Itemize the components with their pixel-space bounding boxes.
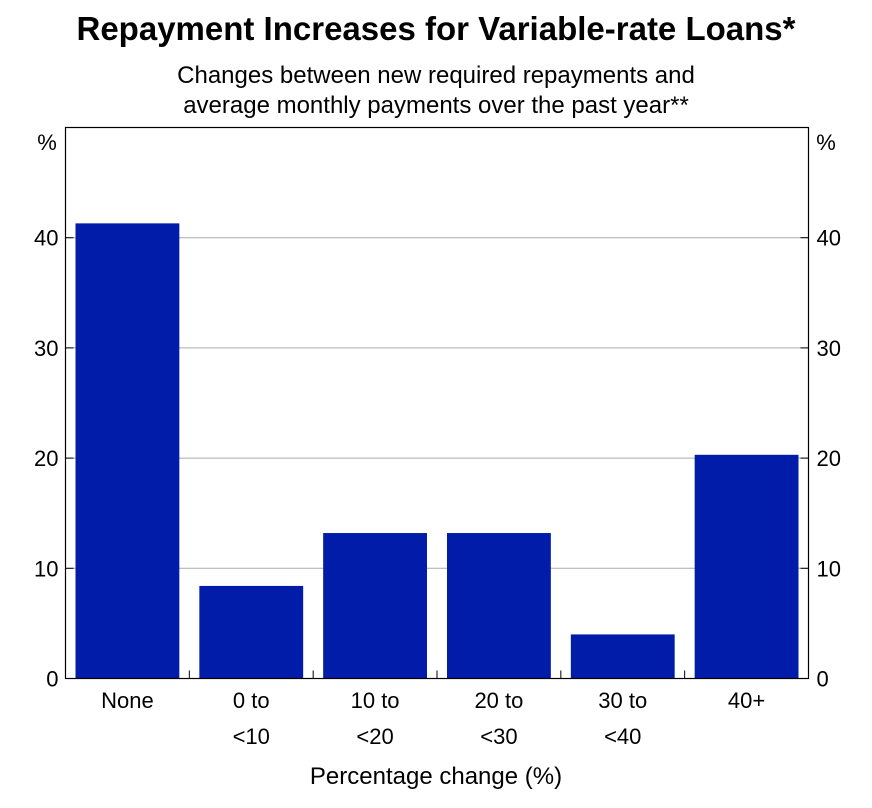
x-tick-label: <10 bbox=[233, 724, 270, 749]
y-tick-label-left: 0 bbox=[46, 667, 58, 692]
y-axis-unit-right: % bbox=[816, 130, 836, 155]
y-tick-label-left: 40 bbox=[34, 226, 58, 251]
chart-subtitle-line-1: Changes between new required repayments … bbox=[177, 62, 695, 89]
y-axis-unit-left: % bbox=[37, 130, 57, 155]
x-tick-label: 20 to bbox=[474, 688, 523, 713]
y-tick-label-right: 30 bbox=[817, 336, 841, 361]
chart-subtitle-line-2: average monthly payments over the past y… bbox=[183, 92, 689, 119]
y-tick-label-left: 10 bbox=[34, 556, 58, 581]
y-tick-label-right: 10 bbox=[817, 556, 841, 581]
x-tick-label: 30 to bbox=[598, 688, 647, 713]
bar-3 bbox=[447, 533, 551, 679]
x-axis-label: Percentage change (%) bbox=[310, 763, 562, 790]
y-tick-label-left: 30 bbox=[34, 336, 58, 361]
y-tick-label-left: 20 bbox=[34, 446, 58, 471]
x-tick-label: 40+ bbox=[728, 688, 765, 713]
chart-title: Repayment Increases for Variable-rate Lo… bbox=[77, 10, 796, 47]
bar-0 bbox=[75, 223, 180, 679]
y-tick-label-right: 40 bbox=[817, 226, 841, 251]
bar-1 bbox=[199, 585, 304, 679]
x-tick-label: <20 bbox=[356, 724, 393, 749]
x-tick-label: <40 bbox=[604, 724, 641, 749]
x-tick-label: <30 bbox=[480, 724, 517, 749]
bar-5 bbox=[694, 454, 799, 679]
bar-2 bbox=[323, 533, 427, 679]
y-tick-label-right: 0 bbox=[817, 667, 829, 692]
x-tick-label: None bbox=[101, 688, 154, 713]
y-tick-label-right: 20 bbox=[817, 446, 841, 471]
x-tick-label: 10 to bbox=[351, 688, 400, 713]
bar-4 bbox=[570, 634, 675, 679]
x-tick-label: 0 to bbox=[233, 688, 270, 713]
